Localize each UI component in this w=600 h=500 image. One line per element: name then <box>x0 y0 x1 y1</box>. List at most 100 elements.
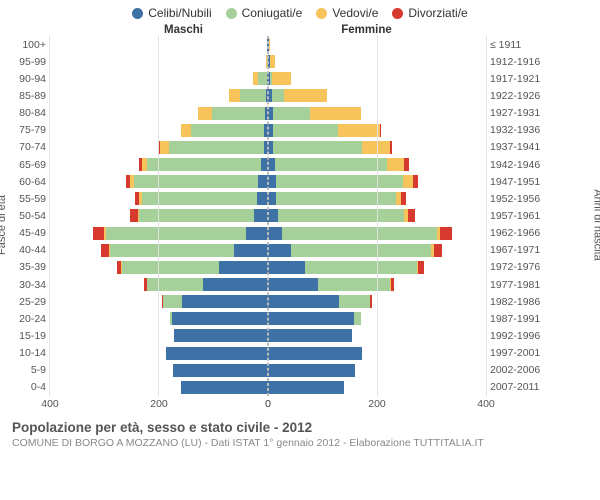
bar-segment <box>275 158 387 171</box>
age-label: 25-29 <box>8 293 50 310</box>
bar-segment <box>339 295 371 308</box>
bar-segment <box>181 124 191 137</box>
bar-segment <box>163 295 182 308</box>
bar-segment <box>93 227 104 240</box>
age-label: 0-4 <box>8 379 50 396</box>
bar-segment <box>408 209 416 222</box>
birth-year-label: 2007-2011 <box>486 379 558 396</box>
pyramid-row-male <box>50 156 268 173</box>
age-label: 10-14 <box>8 345 50 362</box>
age-label: 15-19 <box>8 327 50 344</box>
x-tick-label: 200 <box>150 398 168 410</box>
age-label: 20-24 <box>8 310 50 327</box>
bar-segment <box>268 295 339 308</box>
bar-segment <box>387 158 404 171</box>
bar-segment <box>413 175 418 188</box>
header-female: Femmine <box>275 24 520 36</box>
legend-swatch-icon <box>132 8 143 19</box>
bar-segment <box>434 244 443 257</box>
bar-segment <box>268 261 305 274</box>
pyramid-row-male <box>50 225 268 242</box>
bar-segment <box>203 278 268 291</box>
birth-year-label: 1957-1961 <box>486 207 558 224</box>
legend-swatch-icon <box>392 8 403 19</box>
bar-segment <box>370 295 372 308</box>
bar-segment <box>130 209 138 222</box>
bar-segment <box>270 55 275 68</box>
bar-segment <box>305 261 417 274</box>
gridline <box>158 36 159 396</box>
bar-segment <box>258 72 267 85</box>
bar-segment <box>272 89 284 102</box>
bar-segment <box>273 107 310 120</box>
birth-year-label: 1942-1946 <box>486 156 558 173</box>
bar-segment <box>268 312 354 325</box>
chart-title: Popolazione per età, sesso e stato civil… <box>12 420 588 435</box>
bar-segment <box>284 89 328 102</box>
age-label: 80-84 <box>8 105 50 122</box>
bar-segment <box>160 141 169 154</box>
pyramid-row-male <box>50 53 268 70</box>
pyramid-row-male <box>50 379 268 396</box>
chart-footer: Popolazione per età, sesso e stato civil… <box>8 414 592 449</box>
bar-segment <box>139 209 253 222</box>
age-label: 70-74 <box>8 139 50 156</box>
bar-segment <box>404 158 408 171</box>
pyramid-row-male <box>50 327 268 344</box>
legend-swatch-icon <box>226 8 237 19</box>
bar-segment <box>191 124 264 137</box>
bar-segment <box>268 244 291 257</box>
age-label: 60-64 <box>8 173 50 190</box>
legend-item: Coniugati/e <box>226 6 303 20</box>
gridline <box>268 36 269 396</box>
age-label: 35-39 <box>8 259 50 276</box>
bar-segment <box>173 364 268 377</box>
bar-segment <box>198 107 212 120</box>
bar-segment <box>174 329 268 342</box>
pyramid-row-male <box>50 259 268 276</box>
birth-year-axis: ≤ 19111912-19161917-19211922-19261927-19… <box>486 36 558 414</box>
bar-segment <box>391 278 394 291</box>
bar-segment <box>234 244 268 257</box>
age-axis: 100+95-9990-9485-8980-8475-7970-7465-696… <box>8 36 50 414</box>
pyramid-chart: Celibi/NubiliConiugati/eVedovi/eDivorzia… <box>0 0 600 449</box>
legend-label: Coniugati/e <box>242 6 303 20</box>
birth-year-label: ≤ 1911 <box>486 36 558 53</box>
bar-segment <box>182 295 268 308</box>
age-label: 40-44 <box>8 242 50 259</box>
age-label: 5-9 <box>8 362 50 379</box>
pyramid-row-male <box>50 362 268 379</box>
pyramid-row-male <box>50 105 268 122</box>
bar-segment <box>268 227 282 240</box>
age-label: 90-94 <box>8 70 50 87</box>
age-label: 100+ <box>8 36 50 53</box>
bar-segment <box>268 209 278 222</box>
age-label: 75-79 <box>8 122 50 139</box>
bar-segment <box>147 158 261 171</box>
bar-segment <box>229 89 240 102</box>
bar-segment <box>273 141 361 154</box>
bar-segment <box>106 227 247 240</box>
bar-segment <box>268 381 344 394</box>
bar-segment <box>268 175 276 188</box>
pyramid-row-male <box>50 310 268 327</box>
bar-segment <box>268 192 276 205</box>
y-axis-left-label: Fasce di età <box>0 195 8 255</box>
birth-year-label: 1947-1951 <box>486 173 558 190</box>
bar-segment <box>390 141 392 154</box>
pyramid-row-male <box>50 87 268 104</box>
birth-year-label: 1992-1996 <box>486 327 558 344</box>
pyramid-row-male <box>50 190 268 207</box>
birth-year-label: 1987-1991 <box>486 310 558 327</box>
pyramid-row-male <box>50 139 268 156</box>
birth-year-label: 1952-1956 <box>486 190 558 207</box>
birth-year-label: 1917-1921 <box>486 70 558 87</box>
bar-segment <box>240 89 266 102</box>
bar-segment <box>338 124 381 137</box>
bar-segment <box>380 124 381 137</box>
bar-segment <box>212 107 264 120</box>
male-column: 0200400 <box>50 36 268 414</box>
birth-year-label: 1927-1931 <box>486 105 558 122</box>
bar-segment <box>254 209 268 222</box>
bar-segment <box>268 364 355 377</box>
